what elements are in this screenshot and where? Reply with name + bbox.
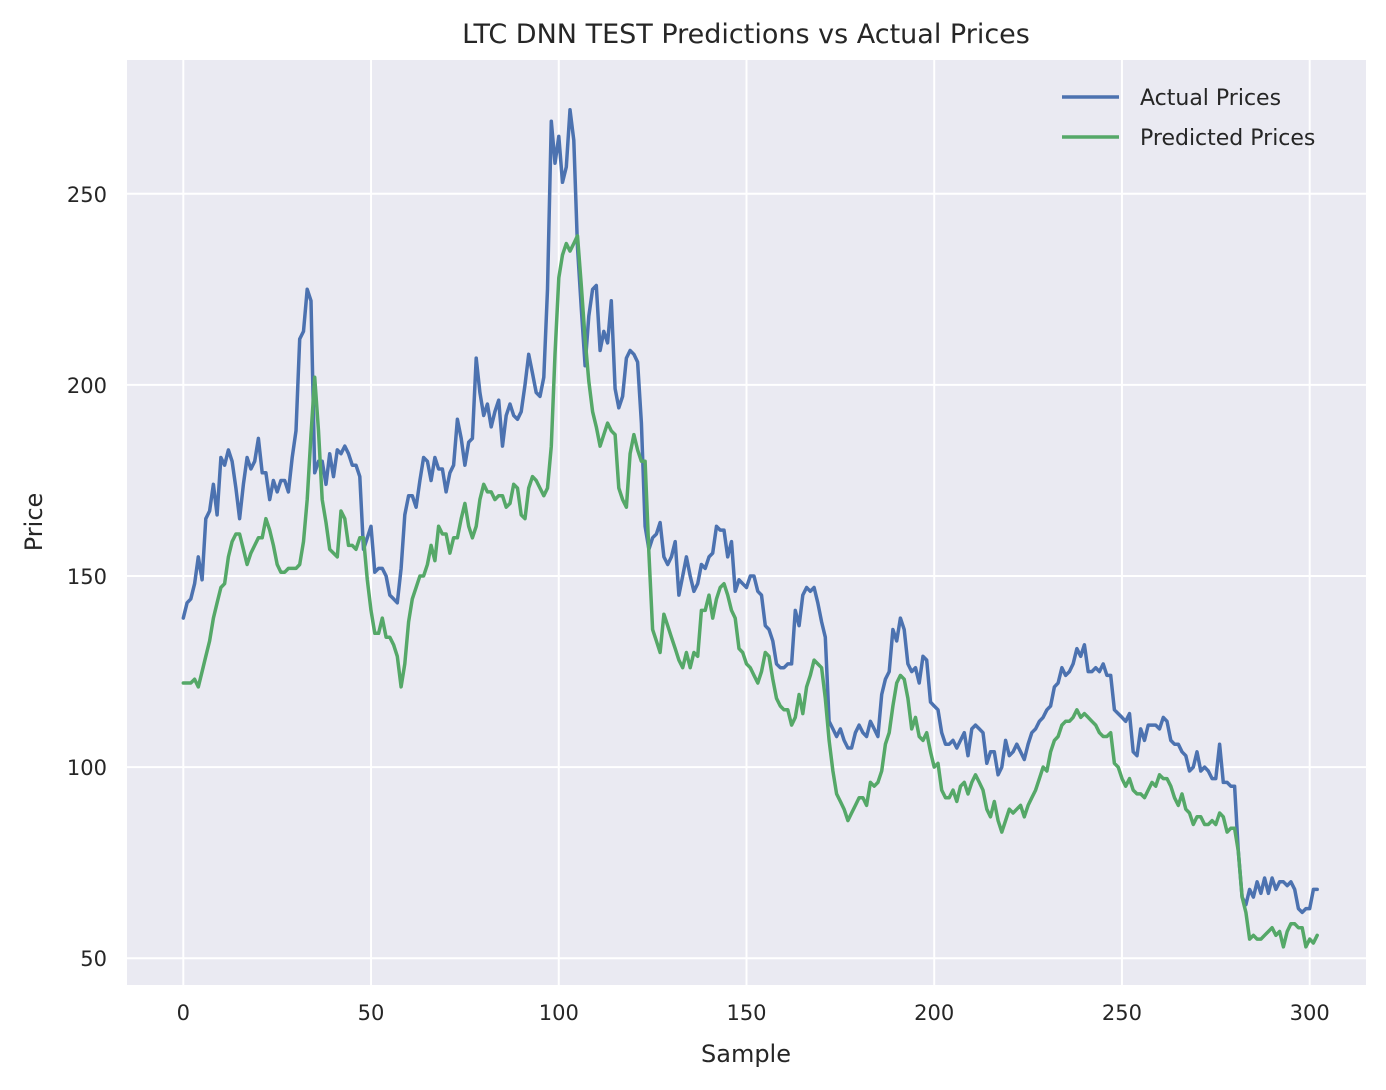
x-tick-label: 250 <box>1102 1001 1142 1025</box>
x-tick-label: 200 <box>914 1001 954 1025</box>
x-axis-label: Sample <box>701 1040 791 1068</box>
x-tick-label: 150 <box>726 1001 766 1025</box>
chart-title: LTC DNN TEST Predictions vs Actual Price… <box>462 19 1030 50</box>
x-tick-labels: 0 50 100 150 200 250 300 <box>177 1001 1330 1025</box>
x-tick-label: 100 <box>539 1001 579 1025</box>
y-tick-label: 200 <box>67 374 107 398</box>
grid-lines <box>127 60 1366 985</box>
y-tick-label: 50 <box>80 947 107 971</box>
legend-label: Actual Prices <box>1140 86 1281 111</box>
series-line-actual <box>181 107 1319 915</box>
y-tick-label: 100 <box>67 756 107 780</box>
legend: Actual Prices Predicted Prices <box>1062 86 1315 151</box>
y-tick-label: 250 <box>67 183 107 207</box>
y-axis-label: Price <box>20 493 48 552</box>
y-tick-label: 150 <box>67 565 107 589</box>
x-tick-label: 50 <box>358 1001 385 1025</box>
x-tick-label: 0 <box>177 1001 190 1025</box>
series-lines <box>181 107 1319 949</box>
x-tick-label: 300 <box>1290 1001 1330 1025</box>
y-tick-labels: 50 100 150 200 250 <box>67 183 107 971</box>
series-line-predicted <box>181 234 1319 949</box>
legend-label: Predicted Prices <box>1140 126 1315 151</box>
